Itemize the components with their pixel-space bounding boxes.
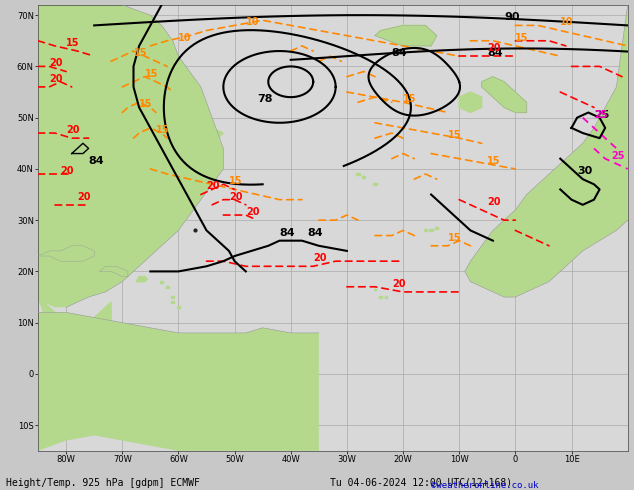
Polygon shape <box>38 297 111 333</box>
Polygon shape <box>482 76 527 113</box>
Text: 20: 20 <box>229 192 242 202</box>
Polygon shape <box>38 313 319 451</box>
Polygon shape <box>77 279 89 283</box>
Polygon shape <box>459 92 482 113</box>
Text: 15: 15 <box>66 38 80 48</box>
Text: 84: 84 <box>280 227 295 238</box>
Text: 84: 84 <box>392 48 408 58</box>
Polygon shape <box>201 128 223 138</box>
Polygon shape <box>100 266 128 276</box>
Text: 15: 15 <box>448 233 462 243</box>
Text: ©weatheronline.co.uk: ©weatheronline.co.uk <box>431 481 539 490</box>
Polygon shape <box>177 306 180 308</box>
Text: 20: 20 <box>488 197 501 207</box>
Text: 10: 10 <box>178 33 192 43</box>
Text: 84: 84 <box>89 156 104 166</box>
Polygon shape <box>362 175 365 177</box>
Text: 25: 25 <box>611 150 624 161</box>
Text: 20: 20 <box>60 166 74 176</box>
Polygon shape <box>356 173 360 175</box>
Text: 15: 15 <box>139 99 153 109</box>
Text: 15: 15 <box>145 69 158 79</box>
Polygon shape <box>136 276 148 282</box>
Polygon shape <box>375 25 437 46</box>
Polygon shape <box>429 229 433 231</box>
Text: 20: 20 <box>77 192 91 202</box>
Polygon shape <box>380 296 382 298</box>
Text: 15: 15 <box>403 94 417 104</box>
Text: 15: 15 <box>448 130 462 140</box>
Polygon shape <box>374 289 376 290</box>
Text: 20: 20 <box>392 279 405 289</box>
Text: 25: 25 <box>594 110 607 120</box>
Text: 30: 30 <box>577 166 592 176</box>
Text: 84: 84 <box>488 48 503 58</box>
Polygon shape <box>171 296 174 298</box>
Text: 15: 15 <box>488 156 501 166</box>
Polygon shape <box>385 296 387 298</box>
Text: 20: 20 <box>488 43 501 53</box>
Text: 84: 84 <box>307 227 323 238</box>
Text: 20: 20 <box>246 207 259 217</box>
Text: Tu 04-06-2024 12:00 UTC(12+168): Tu 04-06-2024 12:00 UTC(12+168) <box>330 478 512 488</box>
Text: 15: 15 <box>229 176 242 186</box>
Text: 25: 25 <box>594 110 609 120</box>
Polygon shape <box>435 227 439 229</box>
Polygon shape <box>165 286 169 288</box>
Text: 15: 15 <box>515 33 529 43</box>
Text: 20: 20 <box>207 181 220 192</box>
Text: 20: 20 <box>49 74 63 84</box>
Polygon shape <box>171 301 174 303</box>
Text: 10: 10 <box>246 18 259 27</box>
Polygon shape <box>465 5 628 297</box>
Text: 15: 15 <box>134 48 147 58</box>
Polygon shape <box>49 230 72 251</box>
Polygon shape <box>160 281 164 283</box>
Text: 10: 10 <box>560 18 574 27</box>
Polygon shape <box>38 5 223 307</box>
Text: 20: 20 <box>313 253 327 263</box>
Text: 15: 15 <box>156 125 169 135</box>
Polygon shape <box>38 246 94 261</box>
Polygon shape <box>373 183 377 185</box>
Text: 20: 20 <box>66 125 80 135</box>
Text: 90: 90 <box>504 12 520 22</box>
Polygon shape <box>424 229 427 231</box>
Text: 20: 20 <box>49 58 63 69</box>
Text: Height/Temp. 925 hPa [gdpm] ECMWF: Height/Temp. 925 hPa [gdpm] ECMWF <box>6 478 200 488</box>
Text: 78: 78 <box>257 94 273 104</box>
